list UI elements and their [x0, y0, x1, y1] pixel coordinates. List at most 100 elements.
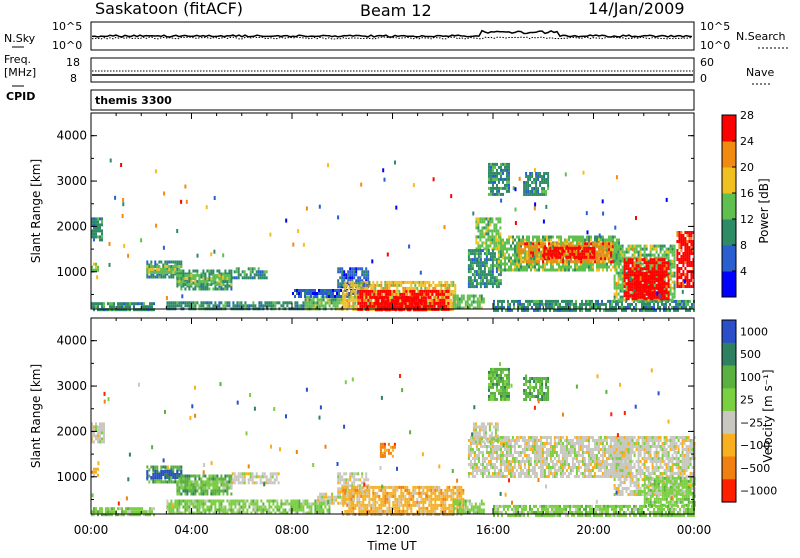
heatmap-cell	[292, 243, 294, 247]
heatmap-cell	[654, 258, 656, 261]
heatmap-cell	[97, 468, 99, 471]
heatmap-cell	[664, 275, 666, 278]
heatmap-cell	[379, 296, 381, 299]
heatmap-cell	[585, 253, 587, 256]
heatmap-cell	[131, 302, 133, 305]
heatmap-cell	[569, 256, 571, 259]
heatmap-cell	[481, 226, 483, 229]
heatmap-cell	[360, 287, 362, 290]
heatmap-cell	[596, 257, 598, 260]
heatmap-cell	[589, 300, 591, 303]
heatmap-cell	[474, 276, 476, 279]
heatmap-cell	[670, 245, 672, 248]
heatmap-cell	[479, 295, 481, 298]
heatmap-cell	[402, 281, 404, 284]
heatmap-cell	[216, 288, 218, 291]
heatmap-cell	[97, 229, 99, 232]
heatmap-cell	[641, 306, 643, 309]
heatmap-cell	[178, 490, 180, 493]
heatmap-cell	[246, 273, 248, 276]
heatmap-cell	[438, 281, 440, 284]
heatmap-cell	[518, 236, 520, 239]
heatmap-cell	[214, 274, 216, 277]
heatmap-cell	[317, 298, 319, 301]
heatmap-cell	[490, 273, 492, 276]
heatmap-cell	[508, 172, 510, 175]
heatmap-cell	[192, 493, 194, 496]
heatmap-cell	[99, 235, 101, 238]
heatmap-cell	[664, 281, 666, 284]
heatmap-cell	[676, 240, 678, 243]
heatmap-cell	[357, 290, 359, 294]
heatmap-cell	[370, 287, 372, 290]
heatmap-cell	[224, 280, 226, 283]
heatmap-cell	[337, 279, 339, 282]
heatmap-cell	[604, 251, 606, 254]
heatmap-cell	[596, 266, 598, 269]
heatmap-cell	[93, 220, 95, 223]
heatmap-cell	[688, 231, 690, 234]
heatmap-cell	[484, 267, 486, 270]
heatmap-cell	[526, 242, 528, 245]
heatmap-cell	[319, 298, 321, 301]
heatmap-cell	[495, 226, 497, 229]
heatmap-cell	[536, 251, 538, 254]
heatmap-cell	[396, 284, 398, 287]
heatmap-cell	[690, 231, 692, 234]
heatmap-cell	[365, 293, 367, 296]
heatmap-cell	[495, 217, 497, 220]
heatmap-cell	[555, 300, 557, 303]
heatmap-cell	[614, 242, 616, 245]
heatmap-cell	[528, 242, 530, 245]
heatmap-cell	[109, 507, 111, 510]
heatmap-cell	[488, 252, 490, 255]
heatmap-cell	[536, 254, 538, 257]
heatmap-cell	[622, 257, 624, 260]
heatmap-cell	[539, 193, 541, 196]
heatmap-cell	[176, 277, 178, 280]
heatmap-cell	[546, 236, 548, 239]
heatmap-cell	[345, 276, 347, 279]
heatmap-cell	[680, 267, 682, 270]
heatmap-cell	[198, 475, 200, 478]
heatmap-cell	[664, 254, 666, 257]
heatmap-cell	[204, 288, 206, 291]
heatmap-cell	[349, 273, 351, 276]
heatmap-cell	[391, 299, 393, 302]
heatmap-cell	[538, 254, 540, 257]
heatmap-cell	[492, 261, 494, 264]
heatmap-cell	[292, 292, 294, 295]
heatmap-cell	[545, 300, 547, 303]
heatmap-cell	[538, 269, 540, 272]
heatmap-cell	[246, 304, 248, 307]
nave-label: Nave	[746, 66, 774, 79]
heatmap-cell	[545, 205, 547, 209]
heatmap-cell	[148, 268, 150, 271]
heatmap-cell	[452, 284, 454, 287]
heatmap-cell	[145, 305, 147, 308]
heatmap-cell	[250, 276, 252, 279]
heatmap-cell	[654, 293, 656, 296]
heatmap-cell	[93, 217, 95, 220]
heatmap-cell	[496, 270, 498, 273]
heatmap-cell	[672, 299, 674, 302]
heatmap-cell	[593, 250, 595, 253]
heatmap-cell	[541, 193, 543, 196]
heatmap-cell	[210, 270, 212, 273]
heatmap-cell	[474, 258, 476, 261]
heatmap-cell	[536, 257, 538, 260]
heatmap-cell	[572, 242, 574, 245]
heatmap-cell	[346, 290, 348, 293]
heatmap-cell	[670, 260, 672, 263]
heatmap-cell	[618, 239, 620, 242]
heatmap-cell	[495, 306, 497, 309]
heatmap-cell	[500, 248, 502, 251]
heatmap-cell	[520, 257, 522, 260]
heatmap-cell	[397, 299, 399, 302]
heatmap-cell	[97, 510, 99, 513]
heatmap-cell	[641, 303, 643, 306]
heatmap-cell	[527, 190, 529, 193]
heatmap-cell	[663, 306, 665, 309]
heatmap-cell	[502, 169, 504, 172]
